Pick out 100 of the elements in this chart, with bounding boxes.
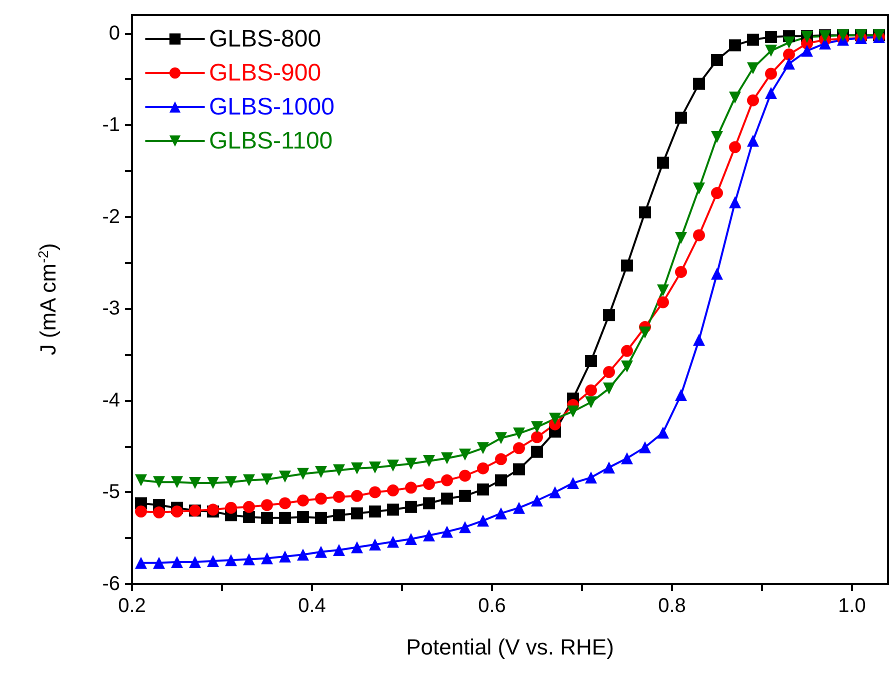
x-tick-label: 1.0: [838, 595, 866, 617]
point: [423, 497, 435, 510]
point: [171, 506, 183, 518]
point: [315, 546, 327, 558]
point: [297, 511, 309, 524]
point: [477, 483, 489, 496]
point: [639, 326, 651, 339]
y-tick-label: -3: [102, 298, 120, 320]
point: [531, 431, 543, 444]
point: [459, 470, 471, 482]
point: [171, 476, 183, 488]
point: [639, 441, 651, 454]
point: [783, 48, 795, 60]
point: [621, 344, 633, 357]
point: [729, 92, 741, 104]
point: [387, 460, 399, 472]
point: [387, 484, 399, 496]
point: [693, 334, 705, 346]
point: [297, 548, 309, 561]
point: [225, 554, 237, 566]
point: [747, 62, 759, 74]
point: [693, 229, 705, 242]
legend-label: GLBS-1100: [209, 128, 333, 154]
point: [225, 502, 237, 514]
point: [747, 34, 759, 46]
legend-label: GLBS-900: [209, 60, 322, 86]
point: [585, 396, 597, 408]
point: [549, 412, 561, 425]
point: [405, 482, 417, 494]
point: [603, 366, 615, 378]
point: [495, 432, 507, 444]
point: [441, 452, 453, 464]
point: [351, 490, 363, 502]
y-tick-label: -4: [102, 389, 120, 412]
point: [675, 388, 687, 401]
point: [153, 556, 165, 569]
point: [441, 526, 453, 538]
point: [621, 260, 633, 272]
point: [495, 474, 507, 486]
point: [765, 68, 777, 80]
point: [405, 458, 417, 470]
point: [189, 477, 201, 490]
point: [207, 555, 219, 568]
point: [765, 87, 777, 100]
point: [315, 492, 327, 505]
x-tick-label: 0.2: [118, 595, 146, 617]
point: [675, 232, 687, 244]
point: [675, 266, 687, 278]
point: [135, 556, 147, 569]
point: [279, 470, 291, 483]
point: [369, 506, 381, 518]
point: [765, 44, 777, 57]
point: [567, 405, 579, 418]
point: [333, 490, 345, 503]
point: [801, 44, 813, 57]
point: [351, 507, 363, 520]
point: [423, 529, 435, 542]
point: [621, 360, 633, 372]
point: [153, 506, 165, 518]
point: [711, 54, 723, 66]
point: [639, 206, 651, 218]
point: [387, 504, 399, 516]
legend-label: GLBS-800: [209, 26, 322, 52]
point: [243, 553, 255, 566]
point: [603, 461, 615, 474]
point: [783, 58, 795, 70]
point: [657, 426, 669, 439]
point: [369, 538, 381, 551]
point: [711, 187, 723, 200]
point: [585, 354, 597, 367]
point: [747, 94, 759, 106]
x-tick-label: 0.6: [478, 595, 506, 617]
point: [495, 453, 507, 466]
point: [747, 134, 759, 147]
point: [135, 506, 147, 518]
point: [585, 472, 597, 484]
point: [657, 284, 669, 296]
point: [477, 442, 489, 454]
point: [243, 474, 255, 486]
point: [279, 512, 291, 524]
point: [603, 382, 615, 395]
y-tick-label: -2: [102, 206, 120, 228]
point: [315, 466, 327, 478]
point: [333, 544, 345, 556]
point: [693, 78, 705, 90]
point: [369, 461, 381, 474]
legend-label: GLBS-1000: [209, 94, 334, 120]
point: [351, 462, 363, 474]
point: [585, 384, 597, 396]
point: [261, 473, 273, 486]
point: [189, 556, 201, 568]
y-tick-label: 0: [108, 22, 120, 44]
point: [369, 486, 381, 498]
point: [513, 427, 525, 440]
point: [243, 511, 255, 524]
point: [387, 536, 399, 548]
point: [693, 182, 705, 194]
point: [459, 521, 471, 534]
point: [225, 476, 237, 488]
point: [765, 31, 777, 44]
